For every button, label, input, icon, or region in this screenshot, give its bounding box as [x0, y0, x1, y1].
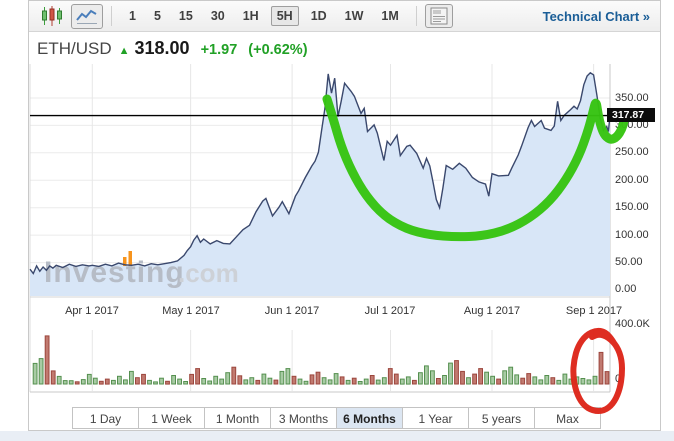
y-axis-label: 50.00 — [615, 256, 643, 268]
price-change: +1.97 — [200, 42, 238, 58]
range-button[interactable]: 1 Year — [402, 407, 469, 429]
range-button[interactable]: 3 Months — [270, 407, 337, 429]
chart-toolbar: 1 5 15 30 1H 5H 1D 1W 1M Technical Chart… — [29, 1, 660, 32]
x-axis-label: Jun 1 2017 — [264, 305, 320, 317]
toolbar-divider — [111, 6, 112, 26]
page-background-strip — [0, 431, 674, 441]
price-change-percent: (+0.62%) — [248, 42, 308, 58]
y-axis-label: 250.00 — [615, 146, 649, 158]
last-price-tag: 317.87 — [607, 108, 655, 122]
interval-button[interactable]: 1W — [344, 9, 364, 23]
interval-button[interactable]: 1M — [381, 9, 399, 23]
x-axis-label: Aug 1 2017 — [463, 305, 521, 317]
toolbar-divider — [415, 6, 417, 26]
y-axis-label: 200.00 — [615, 174, 649, 186]
volume-axis-label: 0 — [615, 373, 622, 385]
range-button[interactable]: 1 Month — [204, 407, 271, 429]
range-button[interactable]: 1 Day — [72, 407, 139, 429]
y-axis-label: 350.00 — [615, 92, 649, 104]
y-axis-label: 150.00 — [615, 201, 649, 213]
x-axis-label: May 1 2017 — [162, 305, 220, 317]
technical-chart-link[interactable]: Technical Chart » — [542, 8, 650, 24]
interval-button[interactable]: 30 — [210, 9, 225, 23]
news-panel-icon[interactable] — [424, 4, 453, 28]
interval-button[interactable]: 15 — [178, 9, 193, 23]
y-axis-label: 0.00 — [615, 283, 637, 295]
range-button[interactable]: 6 Months — [336, 407, 403, 429]
interval-button[interactable]: 5H — [270, 6, 299, 26]
price-header: ETH/USD ▲ 318.00 +1.97 (+0.62%) — [37, 38, 308, 59]
volume-axis-label: 400.0K — [615, 318, 650, 330]
range-button[interactable]: Max — [534, 407, 601, 429]
y-axis-label: 100.00 — [615, 229, 649, 241]
x-axis-label: Sep 1 2017 — [565, 305, 623, 317]
interval-button[interactable]: 1 — [129, 9, 136, 23]
interval-button[interactable]: 1D — [310, 9, 327, 23]
interval-button[interactable]: 1H — [242, 9, 259, 23]
candlestick-chart-icon[interactable] — [37, 3, 67, 29]
price-up-arrow-icon: ▲ — [118, 45, 130, 57]
interval-button[interactable]: 5 — [153, 9, 161, 23]
range-button[interactable]: 1 Week — [138, 407, 205, 429]
line-chart-icon[interactable] — [71, 3, 103, 29]
last-price-value: 318.00 — [134, 38, 190, 58]
range-button[interactable]: 5 years — [468, 407, 535, 429]
price-plot-area[interactable] — [30, 64, 610, 392]
x-axis-label: Jul 1 2017 — [364, 305, 416, 317]
symbol-label: ETH/USD — [37, 39, 112, 58]
x-axis-label: Apr 1 2017 — [65, 305, 119, 317]
